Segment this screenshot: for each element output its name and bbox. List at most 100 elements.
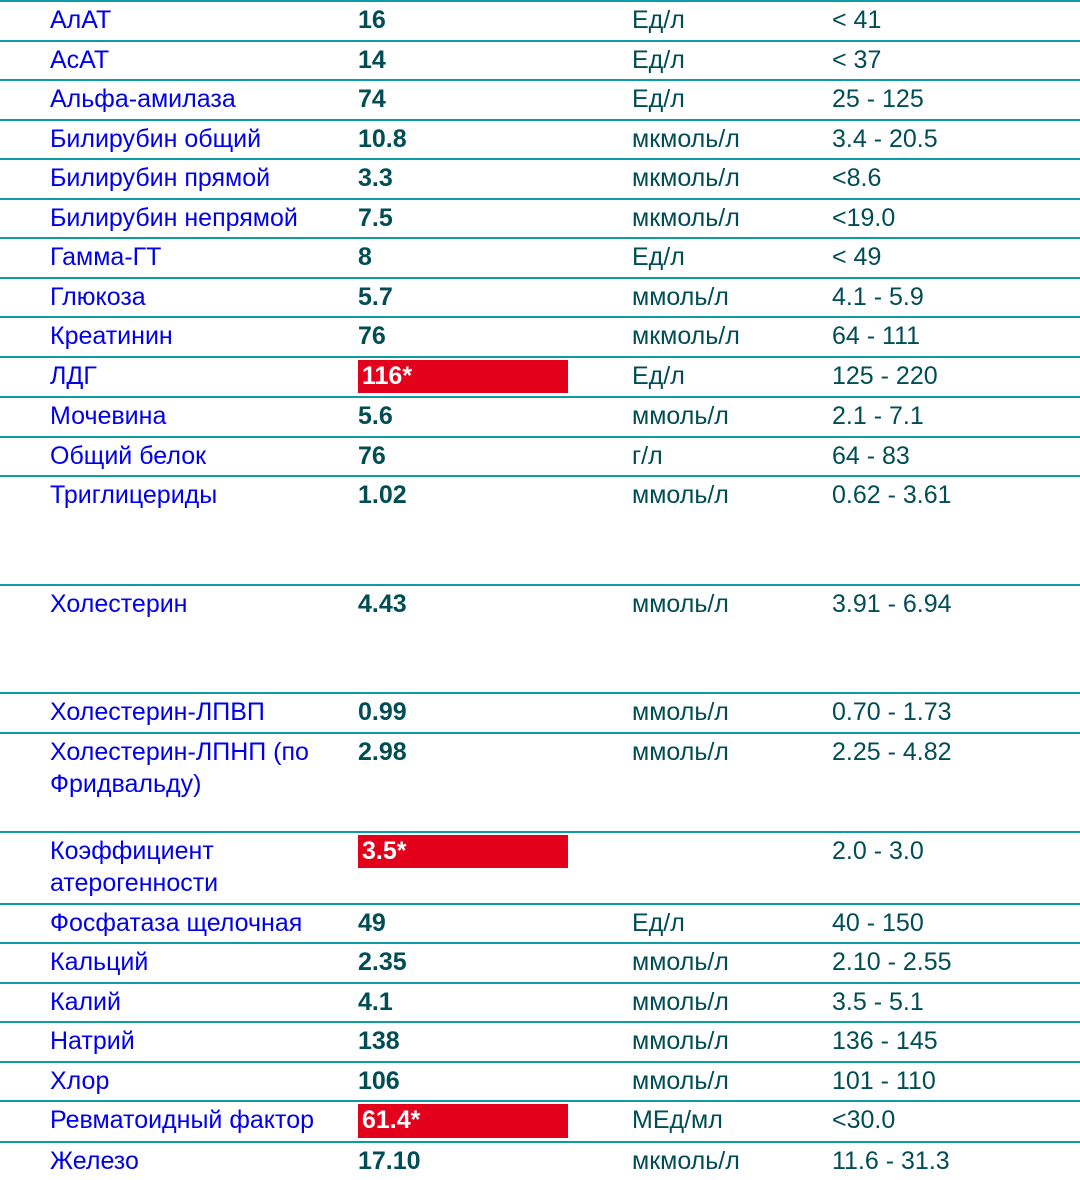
analyte-link[interactable]: Холестерин-ЛПНП (по Фридвальду) bbox=[0, 736, 358, 801]
analyte-link[interactable]: АлАТ bbox=[0, 4, 111, 37]
abnormal-flag: 116* bbox=[358, 360, 568, 394]
result-value: 4.1 bbox=[358, 983, 632, 1023]
unit: ммоль/л bbox=[632, 943, 832, 983]
analyte-link[interactable]: Креатинин bbox=[0, 320, 173, 353]
reference-range: < 41 bbox=[832, 1, 1080, 41]
table-row: Коэффициент атерогенности3.5* 2.0 - 3.0 bbox=[0, 832, 1080, 904]
unit: ммоль/л bbox=[632, 1022, 832, 1062]
reference-range: <8.6 bbox=[832, 159, 1080, 199]
result-value: 7.5 bbox=[358, 199, 632, 239]
result-value: 5.6 bbox=[358, 397, 632, 437]
table-row: Билирубин непрямой 7.5мкмоль/л<19.0 bbox=[0, 199, 1080, 239]
table-row: Натрий138ммоль/л136 - 145 bbox=[0, 1022, 1080, 1062]
analyte-link[interactable]: Билирубин общий bbox=[0, 123, 261, 156]
result-value: 5.7 bbox=[358, 278, 632, 318]
table-row: Железо17.10мкмоль/л11.6 - 31.3 bbox=[0, 1142, 1080, 1180]
analyte-link[interactable]: Холестерин-ЛПВП bbox=[0, 696, 265, 729]
reference-range: < 37 bbox=[832, 41, 1080, 81]
reference-range: 2.0 - 3.0 bbox=[832, 832, 1080, 904]
reference-range: 4.1 - 5.9 bbox=[832, 278, 1080, 318]
analyte-link[interactable]: Хлор bbox=[0, 1065, 109, 1098]
analyte-link[interactable]: Мочевина bbox=[0, 400, 166, 433]
unit: ммоль/л bbox=[632, 983, 832, 1023]
table-row: Билирубин прямой 3.3мкмоль/л<8.6 bbox=[0, 159, 1080, 199]
result-value: 16 bbox=[358, 1, 632, 41]
unit: ммоль/л bbox=[632, 585, 832, 694]
table-row: АсАТ14Ед/л< 37 bbox=[0, 41, 1080, 81]
reference-range: <19.0 bbox=[832, 199, 1080, 239]
table-row: Глюкоза 5.7ммоль/л4.1 - 5.9 bbox=[0, 278, 1080, 318]
table-row: АлАТ16Ед/л< 41 bbox=[0, 1, 1080, 41]
unit: ммоль/л bbox=[632, 693, 832, 733]
table-row: ЛДГ116*Ед/л125 - 220 bbox=[0, 357, 1080, 398]
result-value: 4.43 bbox=[358, 585, 632, 694]
analyte-link[interactable]: Ревматоидный фактор bbox=[0, 1104, 314, 1137]
result-value: 138 bbox=[358, 1022, 632, 1062]
analyte-link[interactable]: Глюкоза bbox=[0, 281, 146, 314]
result-value: 76 bbox=[358, 437, 632, 477]
table-row: Гамма-ГТ 8Ед/л< 49 bbox=[0, 238, 1080, 278]
table-row: Калий4.1ммоль/л3.5 - 5.1 bbox=[0, 983, 1080, 1023]
result-value: 74 bbox=[358, 80, 632, 120]
table-row: Креатинин76мкмоль/л64 - 111 bbox=[0, 317, 1080, 357]
unit: мкмоль/л bbox=[632, 120, 832, 160]
abnormal-flag: 3.5* bbox=[358, 835, 568, 869]
reference-range: 3.4 - 20.5 bbox=[832, 120, 1080, 160]
result-value: 61.4* bbox=[358, 1101, 632, 1142]
reference-range: 0.62 - 3.61 bbox=[832, 476, 1080, 585]
analyte-link[interactable]: Билирубин непрямой bbox=[0, 202, 298, 235]
unit: ммоль/л bbox=[632, 733, 832, 832]
result-value: 106 bbox=[358, 1062, 632, 1102]
unit: ммоль/л bbox=[632, 476, 832, 585]
reference-range: 2.10 - 2.55 bbox=[832, 943, 1080, 983]
analyte-link[interactable]: Холестерин bbox=[0, 588, 188, 621]
unit: ммоль/л bbox=[632, 397, 832, 437]
unit: Ед/л bbox=[632, 238, 832, 278]
analyte-link[interactable]: Билирубин прямой bbox=[0, 162, 270, 195]
result-value: 116* bbox=[358, 357, 632, 398]
analyte-link[interactable]: Железо bbox=[0, 1145, 139, 1178]
reference-range: < 49 bbox=[832, 238, 1080, 278]
result-value: 10.8 bbox=[358, 120, 632, 160]
analyte-link[interactable]: Триглицериды bbox=[0, 479, 217, 512]
analyte-link[interactable]: ЛДГ bbox=[0, 360, 97, 393]
table-row: Мочевина5.6ммоль/л2.1 - 7.1 bbox=[0, 397, 1080, 437]
unit: МЕд/мл bbox=[632, 1101, 832, 1142]
analyte-link[interactable]: АсАТ bbox=[0, 44, 109, 77]
table-row: Кальций 2.35ммоль/л2.10 - 2.55 bbox=[0, 943, 1080, 983]
analyte-link[interactable]: Коэффициент атерогенности bbox=[0, 835, 358, 900]
analyte-link[interactable]: Калий bbox=[0, 986, 121, 1019]
reference-range: 101 - 110 bbox=[832, 1062, 1080, 1102]
result-value: 2.35 bbox=[358, 943, 632, 983]
unit: ммоль/л bbox=[632, 278, 832, 318]
analyte-link[interactable]: Общий белок bbox=[0, 440, 206, 473]
result-value: 17.10 bbox=[358, 1142, 632, 1180]
table-row: Хлор106ммоль/л101 - 110 bbox=[0, 1062, 1080, 1102]
reference-range: 25 - 125 bbox=[832, 80, 1080, 120]
analyte-link[interactable]: Натрий bbox=[0, 1025, 135, 1058]
unit: мкмоль/л bbox=[632, 159, 832, 199]
unit: мкмоль/л bbox=[632, 199, 832, 239]
unit: Ед/л bbox=[632, 357, 832, 398]
unit: г/л bbox=[632, 437, 832, 477]
analyte-link[interactable]: Альфа-амилаза bbox=[0, 83, 236, 116]
unit: Ед/л bbox=[632, 904, 832, 944]
table-row: Холестерин-ЛПНП (по Фридвальду)2.98ммоль… bbox=[0, 733, 1080, 832]
unit: Ед/л bbox=[632, 80, 832, 120]
result-value: 49 bbox=[358, 904, 632, 944]
result-value: 2.98 bbox=[358, 733, 632, 832]
analyte-link[interactable]: Гамма-ГТ bbox=[0, 241, 161, 274]
unit: Ед/л bbox=[632, 41, 832, 81]
reference-range: 64 - 83 bbox=[832, 437, 1080, 477]
result-value: 76 bbox=[358, 317, 632, 357]
result-value: 3.5* bbox=[358, 832, 632, 904]
analyte-link[interactable]: Фосфатаза щелочная bbox=[0, 907, 302, 940]
analyte-link[interactable]: Кальций bbox=[0, 946, 148, 979]
reference-range: 0.70 - 1.73 bbox=[832, 693, 1080, 733]
result-value: 8 bbox=[358, 238, 632, 278]
table-row: Фосфатаза щелочная49Ед/л40 - 150 bbox=[0, 904, 1080, 944]
table-row: Ревматоидный фактор61.4*МЕд/мл<30.0 bbox=[0, 1101, 1080, 1142]
result-value: 0.99 bbox=[358, 693, 632, 733]
unit bbox=[632, 832, 832, 904]
result-value: 3.3 bbox=[358, 159, 632, 199]
